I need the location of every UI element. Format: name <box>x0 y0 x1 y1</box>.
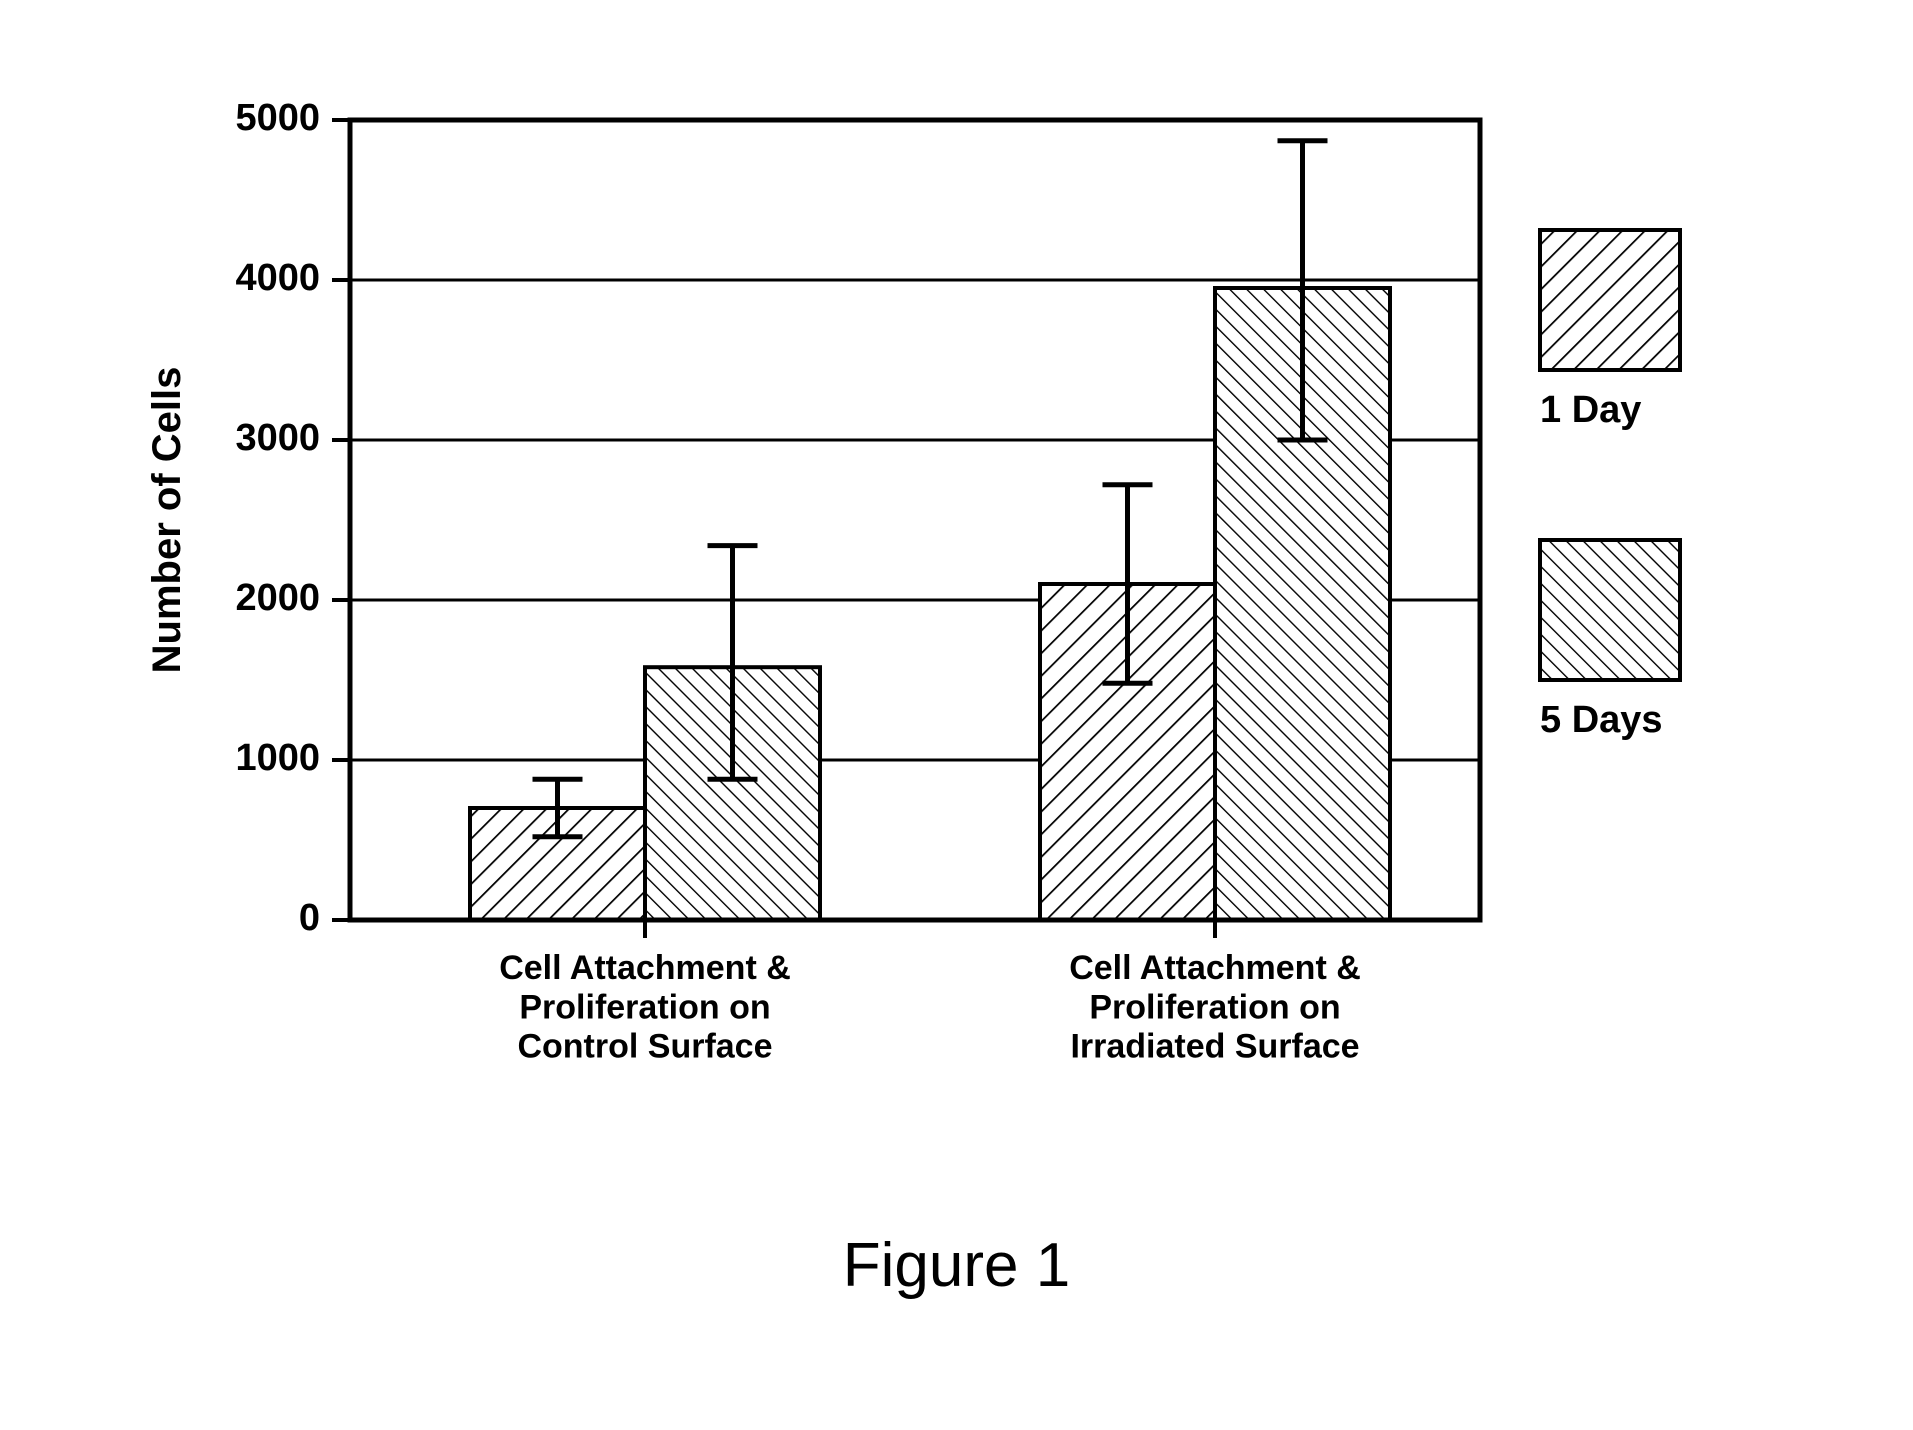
x-group-label: Cell Attachment & <box>1069 949 1361 987</box>
y-tick-label: 5000 <box>235 97 320 139</box>
x-group-label: Proliferation on <box>1089 988 1340 1026</box>
y-tick-label: 3000 <box>235 417 320 459</box>
x-group-label: Irradiated Surface <box>1070 1027 1359 1065</box>
x-group-label: Cell Attachment & <box>499 949 791 987</box>
x-group-label: Proliferation on <box>519 988 770 1026</box>
x-group-label: Control Surface <box>517 1027 772 1065</box>
page: 010002000300040005000Cell Attachment &Pr… <box>0 0 1913 1430</box>
y-tick-label: 1000 <box>235 737 320 779</box>
y-tick-label: 2000 <box>235 577 320 619</box>
legend-label: 1 Day <box>1540 389 1641 431</box>
figure-caption: Figure 1 <box>0 1230 1913 1301</box>
y-tick-label: 0 <box>299 897 320 939</box>
bar-chart: 010002000300040005000Cell Attachment &Pr… <box>120 80 1800 1180</box>
y-tick-label: 4000 <box>235 257 320 299</box>
legend-swatch <box>1540 540 1680 680</box>
chart-container: 010002000300040005000Cell Attachment &Pr… <box>120 80 1800 1185</box>
legend-swatch <box>1540 230 1680 370</box>
legend-label: 5 Days <box>1540 699 1663 741</box>
y-axis-label: Number of Cells <box>145 367 189 674</box>
